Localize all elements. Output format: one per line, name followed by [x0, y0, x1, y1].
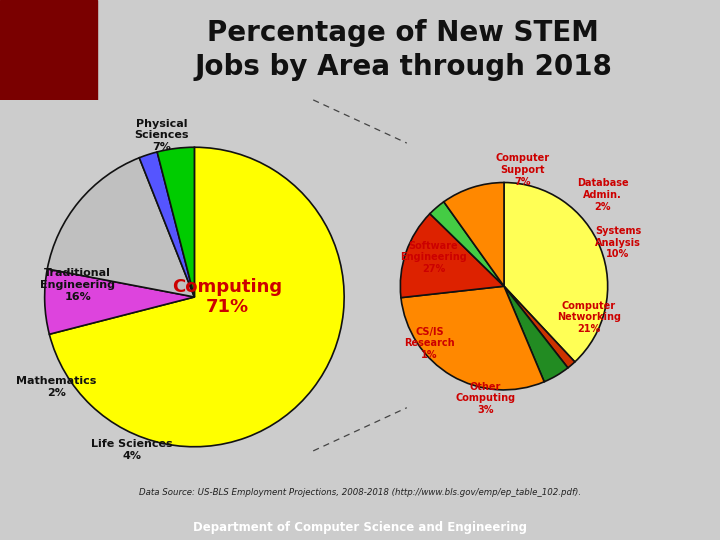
Text: Computer
Networking
21%: Computer Networking 21% [557, 301, 621, 334]
Text: CS/IS
Research
1%: CS/IS Research 1% [404, 327, 454, 360]
Text: Department of Computer Science and Engineering: Department of Computer Science and Engin… [193, 521, 527, 534]
Text: Mathematics
2%: Mathematics 2% [17, 376, 96, 397]
Text: Life Sciences
4%: Life Sciences 4% [91, 439, 172, 461]
Text: Percentage of New STEM
Jobs by Area through 2018: Percentage of New STEM Jobs by Area thro… [194, 19, 612, 81]
Wedge shape [504, 183, 608, 362]
Text: Computing
71%: Computing 71% [172, 278, 282, 316]
Wedge shape [50, 147, 344, 447]
Bar [0, 0, 97, 100]
Wedge shape [401, 286, 544, 390]
Text: Other
Computing
3%: Other Computing 3% [455, 382, 516, 415]
Text: Data Source: US-BLS Employment Projections, 2008-2018 (http://www.bls.gov/emp/ep: Data Source: US-BLS Employment Projectio… [139, 488, 581, 497]
Wedge shape [48, 158, 194, 297]
Wedge shape [45, 269, 194, 334]
Text: Systems
Analysis
10%: Systems Analysis 10% [595, 226, 642, 259]
Text: Traditional
Engineering
16%: Traditional Engineering 16% [40, 268, 115, 302]
Text: Database
Admin.
2%: Database Admin. 2% [577, 178, 629, 212]
Wedge shape [504, 286, 575, 368]
Wedge shape [430, 202, 504, 286]
Wedge shape [157, 147, 194, 297]
Text: Physical
Sciences
7%: Physical Sciences 7% [134, 119, 189, 152]
Text: Computer
Support
7%: Computer Support 7% [495, 153, 550, 187]
Wedge shape [504, 286, 568, 382]
Wedge shape [400, 214, 504, 298]
Wedge shape [444, 183, 504, 286]
Wedge shape [139, 152, 194, 297]
Text: Software
Engineering
27%: Software Engineering 27% [400, 240, 467, 274]
